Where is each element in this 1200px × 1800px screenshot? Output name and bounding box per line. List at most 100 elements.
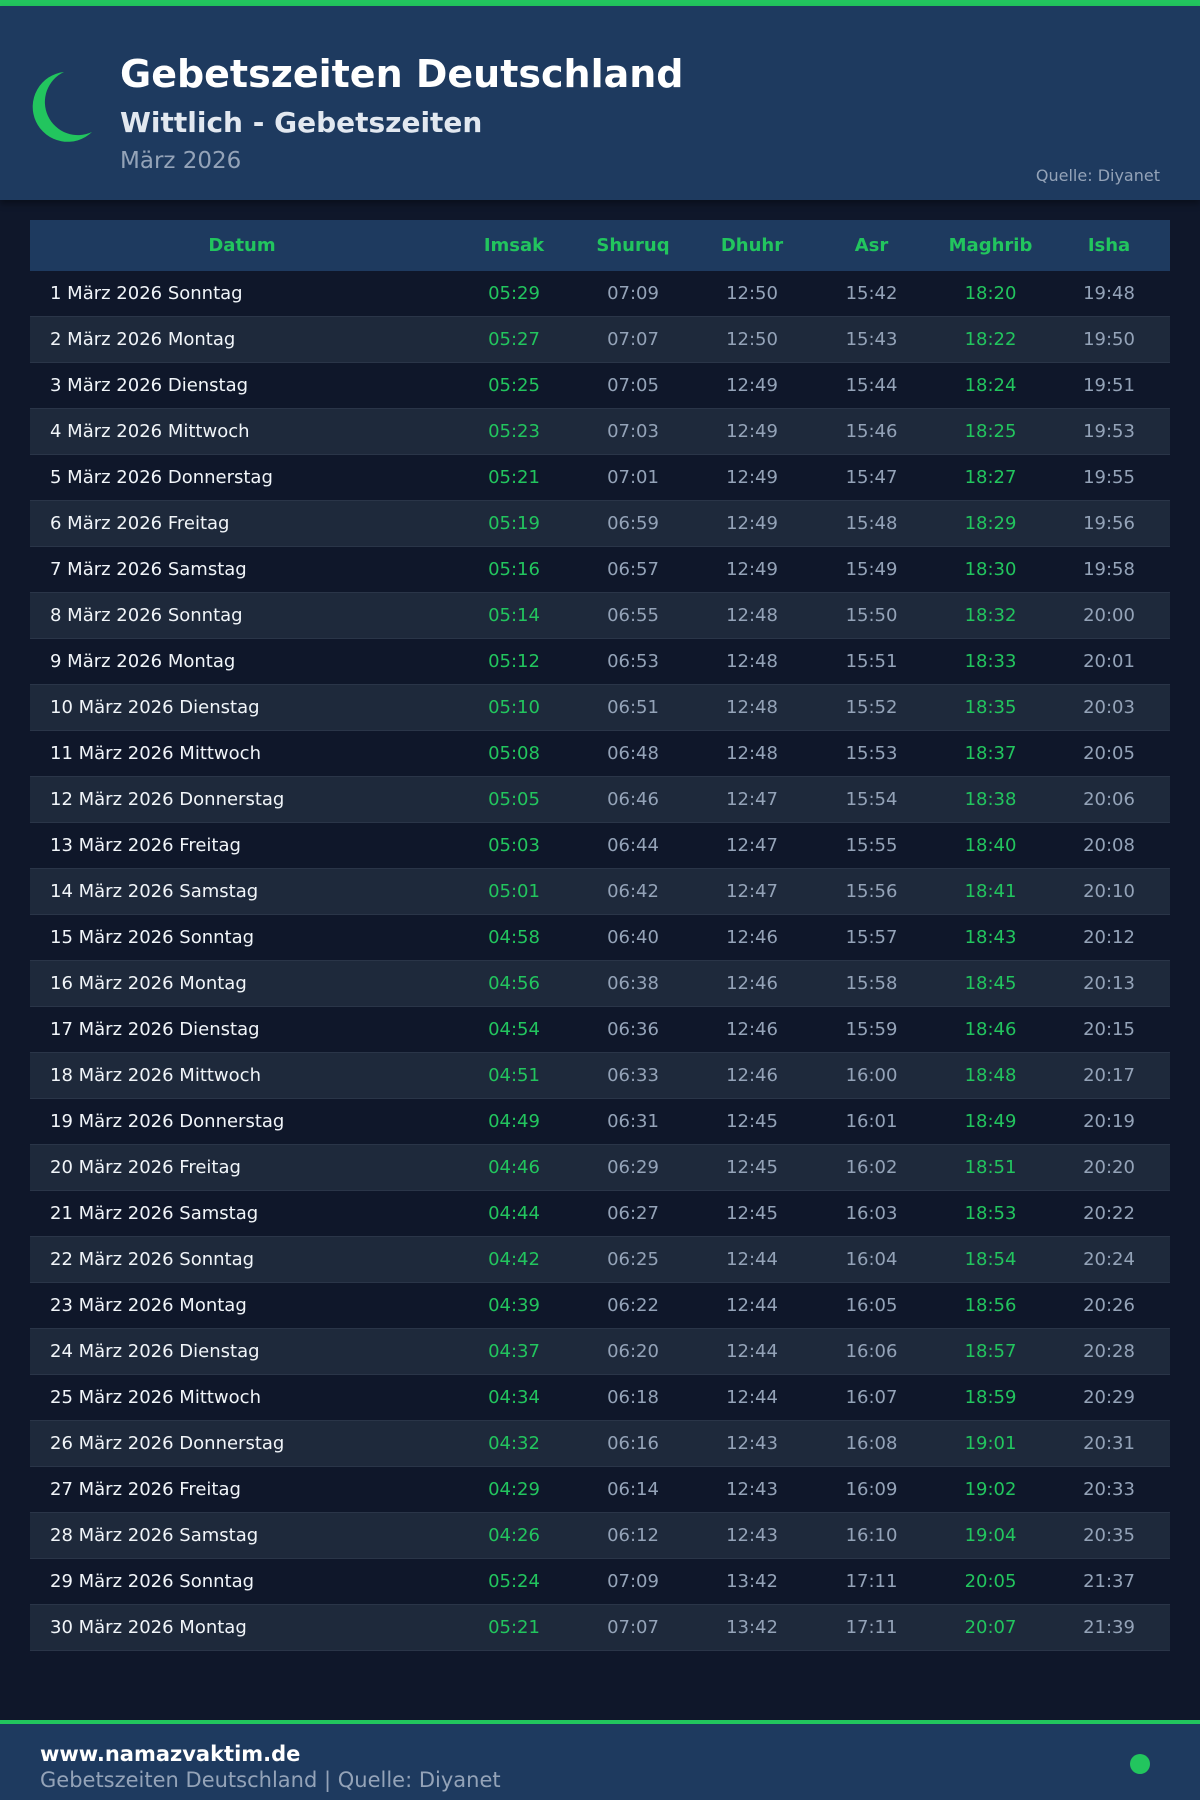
cell-isha: 19:55 <box>1083 467 1135 488</box>
cell-maghrib: 18:32 <box>964 605 1017 626</box>
cell-maghrib: 18:38 <box>964 789 1017 810</box>
cell-imsak: 04:51 <box>488 1065 540 1086</box>
cell-asr: 16:09 <box>845 1479 898 1500</box>
cell-imsak: 05:23 <box>488 421 540 442</box>
cell-isha: 21:39 <box>1083 1617 1135 1638</box>
cell-imsak: 05:21 <box>488 467 540 488</box>
cell-imsak: 05:12 <box>488 651 540 672</box>
cell-date: 8 März 2026 Sonntag <box>50 605 243 626</box>
table-row: 13 März 2026 Freitag 05:03 06:44 12:47 15:55… <box>30 823 1170 869</box>
cell-asr: 15:54 <box>845 789 898 810</box>
table-row: 9 März 2026 Montag 05:12 06:53 12:48 15:51 18… <box>30 639 1170 685</box>
cell-maghrib: 18:30 <box>964 559 1017 580</box>
cell-date: 3 März 2026 Dienstag <box>50 375 249 396</box>
cell-date: 29 März 2026 Sonntag <box>50 1571 255 1592</box>
cell-maghrib: 18:41 <box>964 881 1017 902</box>
cell-dhuhr: 12:48 <box>726 743 778 764</box>
cell-asr: 15:57 <box>845 927 898 948</box>
table-row: 29 März 2026 Sonntag 05:24 07:09 13:42 17:11… <box>30 1559 1170 1605</box>
cell-imsak: 05:24 <box>488 1571 540 1592</box>
cell-date: 13 März 2026 Freitag <box>50 835 241 856</box>
cell-maghrib: 18:37 <box>964 743 1017 764</box>
cell-date: 26 März 2026 Donnerstag <box>50 1433 285 1454</box>
cell-imsak: 05:01 <box>488 881 540 902</box>
cell-imsak: 05:29 <box>488 283 540 304</box>
cell-asr: 16:05 <box>845 1295 898 1316</box>
cell-asr: 15:51 <box>845 651 898 672</box>
cell-maghrib: 18:33 <box>964 651 1017 672</box>
cell-maghrib: 18:45 <box>964 973 1017 994</box>
cell-isha: 20:00 <box>1083 605 1135 626</box>
table-row: 14 März 2026 Samstag 05:01 06:42 12:47 15:56… <box>30 869 1170 915</box>
table-row: 17 März 2026 Dienstag 04:54 06:36 12:46 15:5… <box>30 1007 1170 1053</box>
column-header-isha: Isha <box>1087 235 1131 256</box>
cell-shuruq: 06:27 <box>607 1203 659 1224</box>
table-header: Datum Imsak Shuruq Dhuhr Asr Maghrib Ish… <box>30 220 1170 271</box>
cell-dhuhr: 12:49 <box>726 513 778 534</box>
cell-date: 12 März 2026 Donnerstag <box>50 789 285 810</box>
table-row: 21 März 2026 Samstag 04:44 06:27 12:45 16:03… <box>30 1191 1170 1237</box>
cell-date: 11 März 2026 Mittwoch <box>50 743 261 764</box>
cell-shuruq: 06:59 <box>607 513 659 534</box>
cell-maghrib: 18:40 <box>964 835 1017 856</box>
cell-isha: 20:28 <box>1083 1341 1135 1362</box>
cell-shuruq: 06:44 <box>607 835 659 856</box>
cell-imsak: 04:42 <box>488 1249 540 1270</box>
cell-isha: 20:29 <box>1083 1387 1135 1408</box>
cell-date: 19 März 2026 Donnerstag <box>50 1111 285 1132</box>
source-label: Quelle: Diyanet <box>1035 166 1160 185</box>
cell-shuruq: 06:46 <box>607 789 659 810</box>
cell-dhuhr: 12:46 <box>726 973 778 994</box>
cell-isha: 20:33 <box>1083 1479 1135 1500</box>
cell-date: 15 März 2026 Sonntag <box>50 927 255 948</box>
cell-asr: 16:03 <box>845 1203 898 1224</box>
table-row: 19 März 2026 Donnerstag 04:49 06:31 12:45 16… <box>30 1099 1170 1145</box>
cell-date: 4 März 2026 Mittwoch <box>50 421 250 442</box>
cell-isha: 20:08 <box>1083 835 1135 856</box>
cell-isha: 19:50 <box>1083 329 1135 350</box>
cell-imsak: 04:44 <box>488 1203 540 1224</box>
cell-shuruq: 06:29 <box>607 1157 659 1178</box>
top-accent-bar <box>0 0 1200 6</box>
cell-dhuhr: 12:44 <box>726 1249 778 1270</box>
cell-imsak: 05:16 <box>488 559 540 580</box>
cell-asr: 16:10 <box>845 1525 898 1546</box>
table-row: 28 März 2026 Samstag 04:26 06:12 12:43 16:10… <box>30 1513 1170 1559</box>
table-row: 22 März 2026 Sonntag 04:42 06:25 12:44 16:04… <box>30 1237 1170 1283</box>
cell-shuruq: 06:31 <box>607 1111 659 1132</box>
header: Gebetszeiten Deutschland Wittlich - Gebe… <box>0 6 1200 200</box>
cell-shuruq: 07:03 <box>607 421 659 442</box>
cell-date: 9 März 2026 Montag <box>50 651 236 672</box>
cell-dhuhr: 12:49 <box>726 559 778 580</box>
cell-date: 2 März 2026 Montag <box>50 329 236 350</box>
cell-imsak: 05:10 <box>488 697 540 718</box>
cell-shuruq: 06:14 <box>607 1479 659 1500</box>
cell-imsak: 04:37 <box>488 1341 540 1362</box>
cell-date: 18 März 2026 Mittwoch <box>50 1065 261 1086</box>
footer-subline: Gebetszeiten Deutschland | Quelle: Diyan… <box>40 1768 501 1792</box>
cell-isha: 20:05 <box>1083 743 1135 764</box>
cell-date: 7 März 2026 Samstag <box>50 559 247 580</box>
prayer-times-table: Datum Imsak Shuruq Dhuhr Asr Maghrib Ish… <box>30 220 1170 1651</box>
cell-imsak: 05:03 <box>488 835 540 856</box>
cell-date: 6 März 2026 Freitag <box>50 513 230 534</box>
table-row: 1 März 2026 Sonntag 05:29 07:09 12:50 15:42 1… <box>30 271 1170 317</box>
cell-isha: 20:19 <box>1083 1111 1135 1132</box>
cell-shuruq: 06:53 <box>607 651 659 672</box>
table-row: 6 März 2026 Freitag 05:19 06:59 12:49 15:48 1… <box>30 501 1170 547</box>
cell-shuruq: 06:40 <box>607 927 659 948</box>
table-row: 7 März 2026 Samstag 05:16 06:57 12:49 15:49 1… <box>30 547 1170 593</box>
cell-dhuhr: 12:46 <box>726 1019 778 1040</box>
cell-imsak: 05:25 <box>488 375 540 396</box>
cell-imsak: 05:27 <box>488 329 540 350</box>
cell-asr: 15:56 <box>845 881 898 902</box>
cell-date: 10 März 2026 Dienstag <box>50 697 260 718</box>
cell-dhuhr: 12:47 <box>726 789 778 810</box>
cell-isha: 19:56 <box>1083 513 1135 534</box>
cell-maghrib: 18:25 <box>964 421 1017 442</box>
cell-asr: 15:52 <box>845 697 898 718</box>
cell-imsak: 04:58 <box>488 927 540 948</box>
cell-shuruq: 06:25 <box>607 1249 659 1270</box>
cell-shuruq: 07:01 <box>607 467 659 488</box>
table-row: 25 März 2026 Mittwoch 04:34 06:18 12:44 16:0… <box>30 1375 1170 1421</box>
